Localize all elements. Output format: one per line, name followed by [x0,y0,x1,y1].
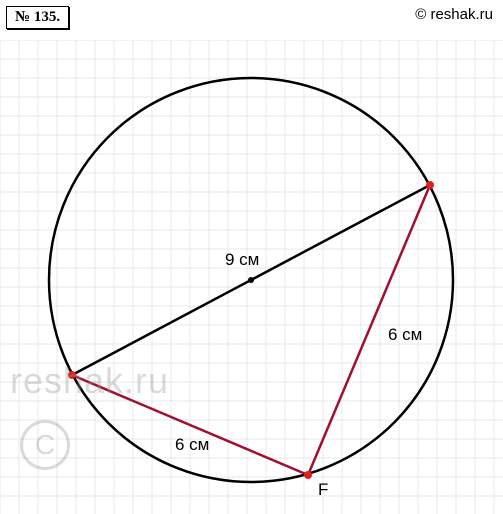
diagram-container: 9 см 6 см 6 см F [0,40,503,514]
svg-text:9 см: 9 см [225,250,259,269]
geometry-diagram: 9 см 6 см 6 см F [0,40,503,514]
svg-text:6 см: 6 см [175,435,209,454]
problem-number: № 135. [6,6,69,29]
svg-text:6 см: 6 см [388,325,422,344]
copyright-text: © reshak.ru [415,6,493,23]
svg-text:F: F [318,480,328,499]
